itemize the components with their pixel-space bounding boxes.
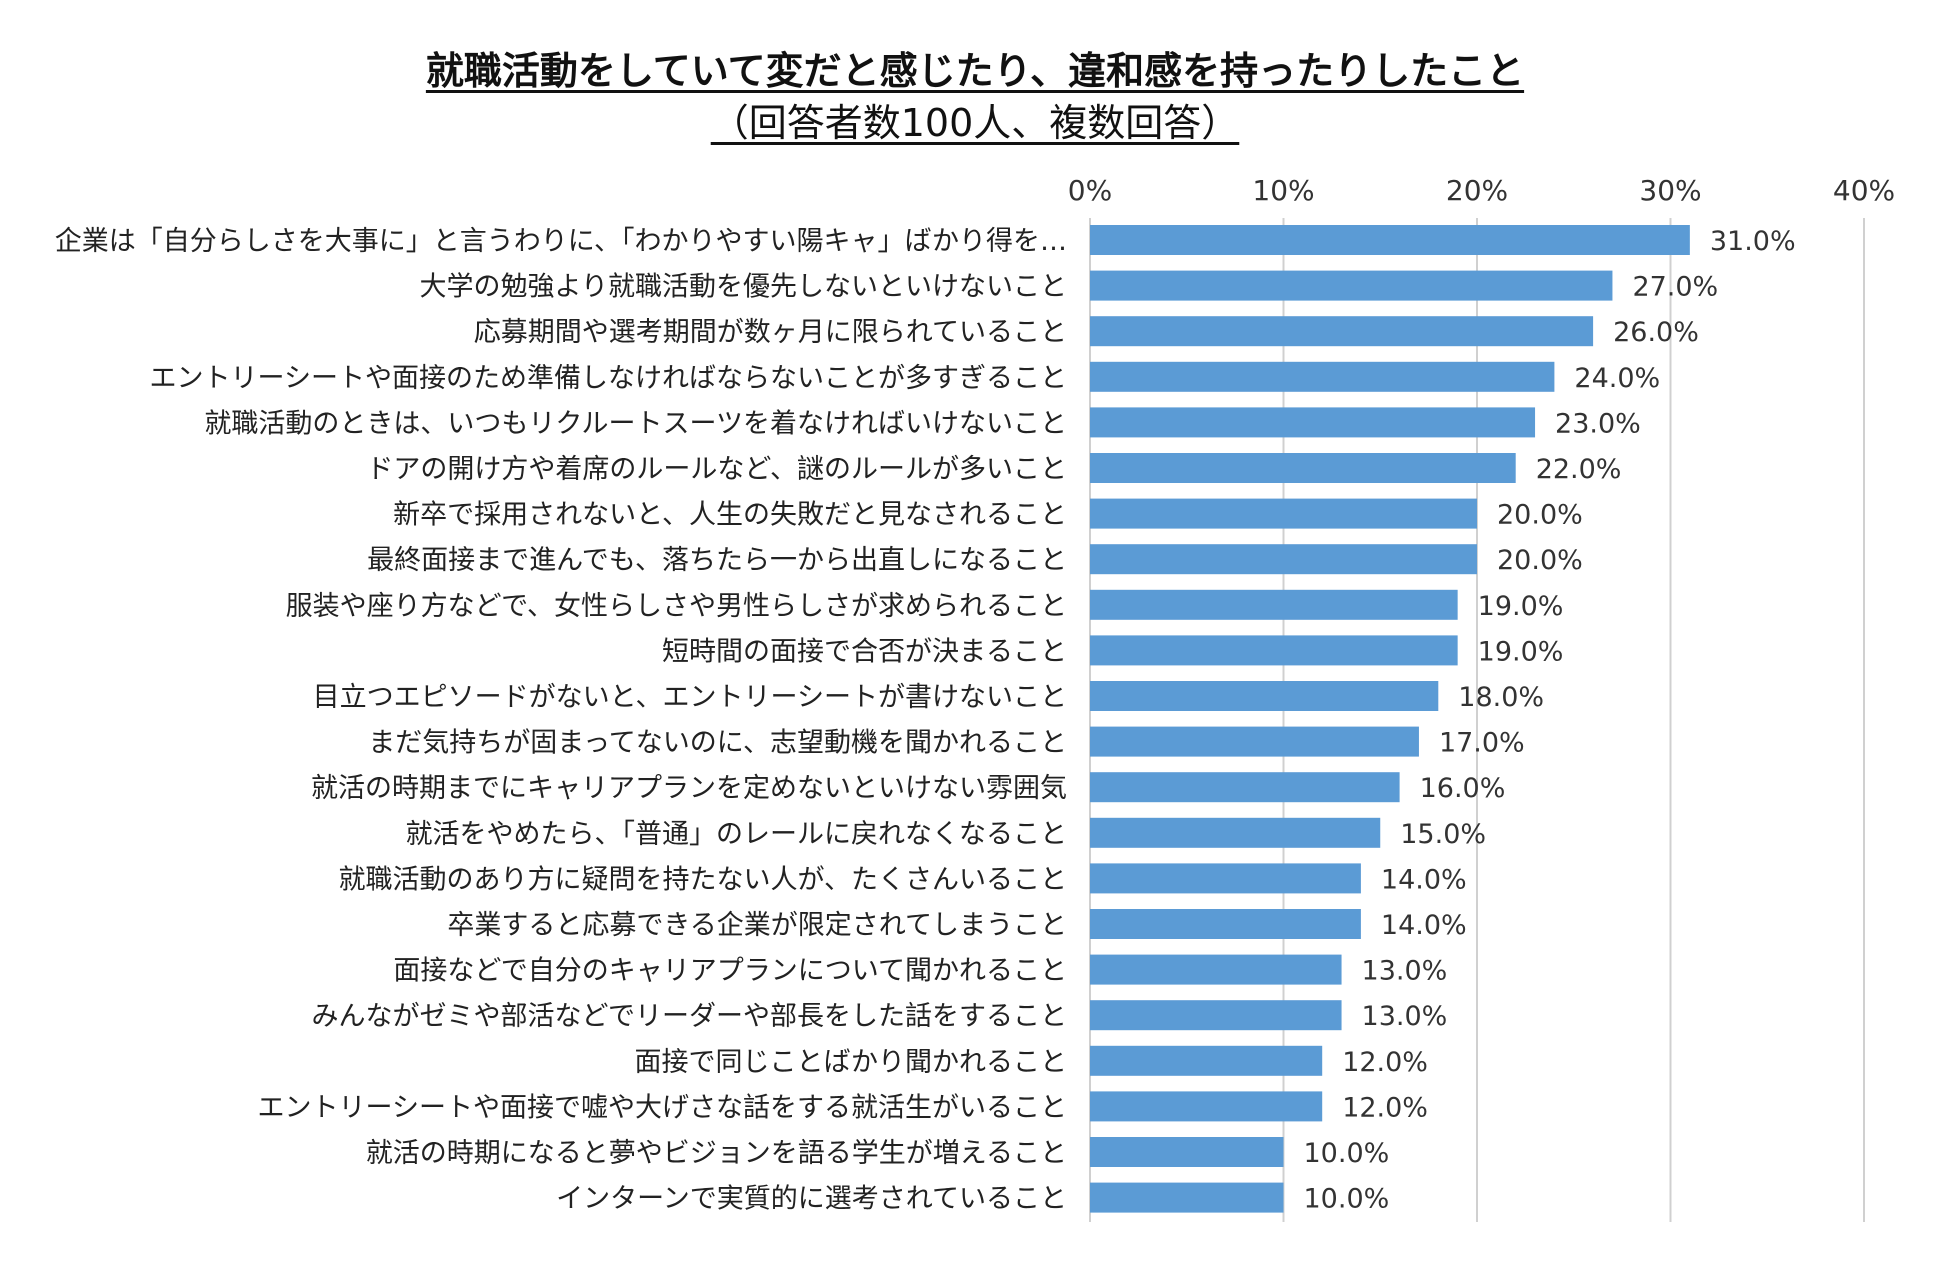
category-label: みんながゼミや部活などでリーダーや部長をした話をすること: [312, 1001, 1067, 1032]
value-label: 26.0%: [1613, 317, 1699, 348]
bar: [1090, 1000, 1342, 1031]
value-label: 17.0%: [1439, 728, 1525, 759]
chart-title: 就職活動をしていて変だと感じたり、違和感を持ったりしたこと: [425, 49, 1525, 93]
category-label: 卒業すると応募できる企業が限定されてしまうこと: [447, 910, 1067, 941]
value-label: 15.0%: [1400, 819, 1486, 850]
bar: [1090, 1045, 1323, 1076]
category-label: 面接などで自分のキャリアプランについて聞かれること: [393, 956, 1067, 987]
bar: [1090, 635, 1458, 666]
x-tick-label: 0%: [1068, 174, 1112, 207]
bar: [1090, 589, 1458, 620]
bar: [1090, 817, 1381, 848]
value-label: 31.0%: [1710, 226, 1796, 257]
category-label: まだ気持ちが固まってないのに、志望動機を聞かれること: [368, 728, 1067, 759]
bar: [1090, 863, 1361, 894]
category-label: 面接で同じことばかり聞かれること: [634, 1047, 1067, 1078]
value-label: 20.0%: [1497, 545, 1583, 576]
bar: [1090, 270, 1613, 301]
category-label: エントリーシートや面接で嘘や大げさな話をする就活生がいること: [258, 1092, 1067, 1123]
value-label: 10.0%: [1304, 1184, 1390, 1215]
bar: [1090, 1182, 1284, 1213]
bar: [1090, 498, 1477, 529]
category-label: 短時間の面接で合否が決まること: [662, 636, 1067, 667]
category-label: インターンで実質的に選考されていること: [556, 1184, 1067, 1215]
bar: [1090, 316, 1594, 347]
value-label: 24.0%: [1574, 363, 1660, 394]
x-tick-label: 30%: [1639, 174, 1701, 207]
value-label: 10.0%: [1304, 1138, 1390, 1169]
value-label: 22.0%: [1536, 454, 1622, 485]
category-label: 最終面接まで進んでも、落ちたら一から出直しになること: [367, 545, 1067, 576]
value-label: 13.0%: [1362, 956, 1448, 987]
value-label: 16.0%: [1420, 773, 1506, 804]
category-label: 就活の時期までにキャリアプランを定めないといけない雰囲気: [311, 773, 1067, 804]
bar: [1090, 954, 1342, 985]
category-label: 就職活動のあり方に疑問を持たない人が、たくさんいること: [339, 864, 1067, 895]
value-label: 13.0%: [1362, 1001, 1448, 1032]
x-tick-label: 40%: [1833, 174, 1895, 207]
category-label: 目立つエピソードがないと、エントリーシートが書けないこと: [313, 682, 1067, 713]
bar: [1090, 772, 1400, 803]
bar: [1090, 453, 1516, 483]
bar: [1090, 681, 1439, 711]
value-label: 19.0%: [1478, 636, 1564, 667]
category-label: 企業は「自分らしさを大事に」と言うわりに、「わかりやすい陽キャ」ばかり得を…: [55, 226, 1067, 257]
value-label: 23.0%: [1555, 408, 1641, 439]
bar: [1090, 1137, 1284, 1167]
bar: [1090, 407, 1536, 438]
category-label: 就活をやめたら、「普通」のレールに戻れなくなること: [406, 819, 1068, 850]
value-label: 12.0%: [1342, 1047, 1428, 1078]
category-label: 服装や座り方などで、女性らしさや男性らしさが求められること: [286, 591, 1067, 622]
chart-subtitle: （回答者数100人、複数回答）: [710, 101, 1240, 145]
category-label: 就職活動のときは、いつもリクルートスーツを着なければいけないこと: [204, 408, 1067, 439]
bar: [1090, 1091, 1323, 1122]
x-tick-label: 10%: [1252, 174, 1314, 207]
bar: [1090, 909, 1361, 939]
bar: [1090, 544, 1477, 575]
value-label: 12.0%: [1342, 1092, 1428, 1123]
bar: [1090, 726, 1419, 757]
value-label: 18.0%: [1458, 682, 1544, 713]
category-label: 大学の勉強より就職活動を優先しないといけないこと: [420, 272, 1067, 303]
category-label: 就活の時期になると夢やビジョンを語る学生が増えること: [366, 1138, 1067, 1169]
value-label: 14.0%: [1381, 864, 1467, 895]
bar: [1090, 225, 1690, 255]
category-label: 応募期間や選考期間が数ヶ月に限られていること: [474, 317, 1067, 348]
value-label: 20.0%: [1497, 500, 1583, 531]
category-label: 新卒で採用されないと、人生の失敗だと見なされること: [393, 500, 1067, 531]
category-label: エントリーシートや面接のため準備しなければならないことが多すぎること: [150, 363, 1067, 394]
bar: [1090, 361, 1555, 392]
x-tick-label: 20%: [1446, 174, 1508, 207]
category-label: ドアの開け方や着席のルールなど、謎のルールが多いこと: [366, 454, 1067, 485]
value-label: 19.0%: [1478, 591, 1564, 622]
value-label: 14.0%: [1381, 910, 1467, 941]
value-label: 27.0%: [1632, 272, 1718, 303]
